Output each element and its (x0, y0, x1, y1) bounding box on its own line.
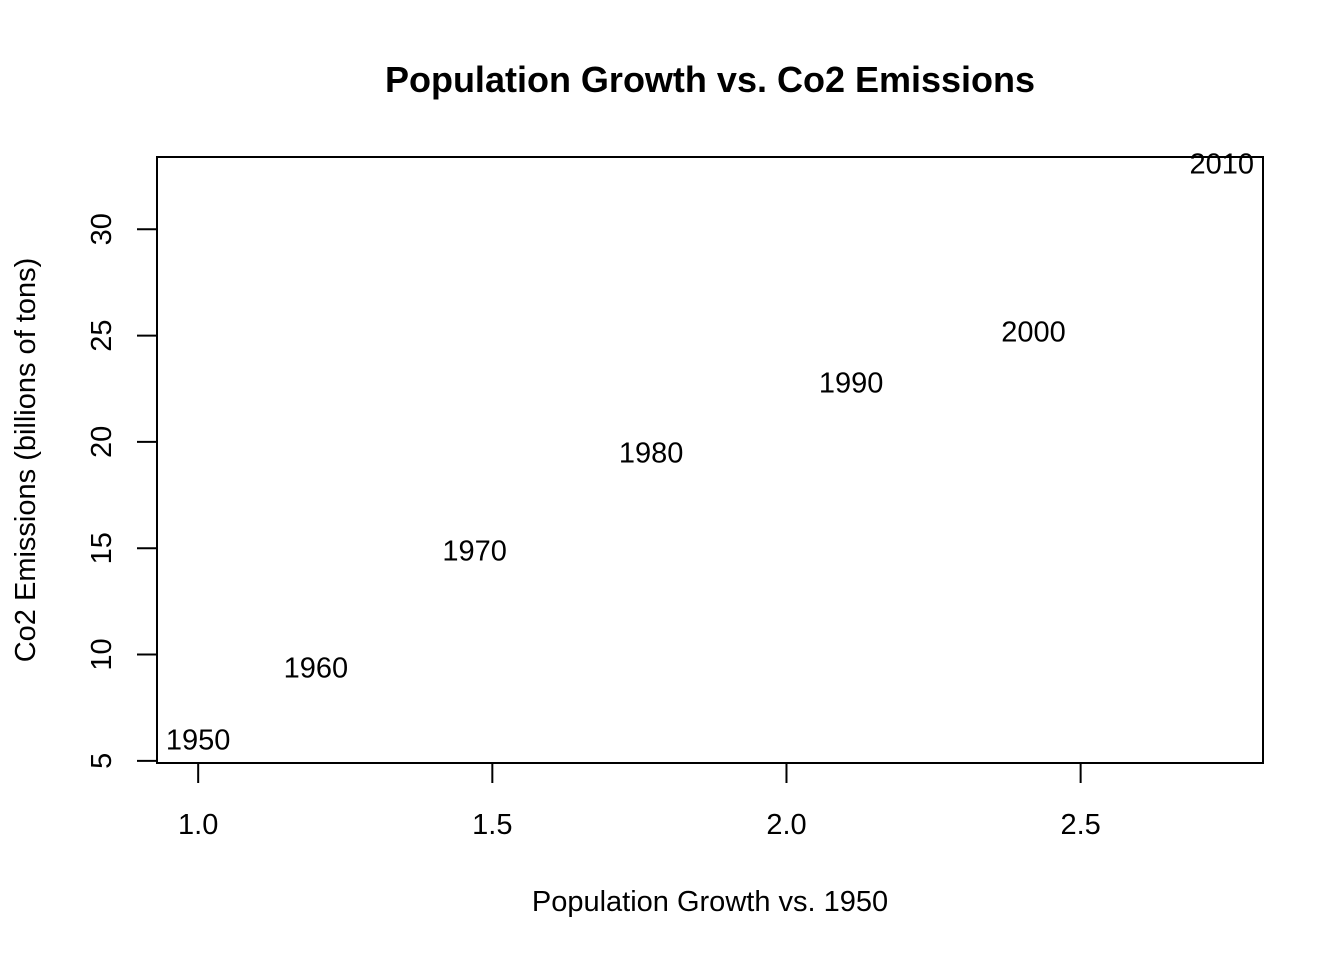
x-tick-label: 1.5 (472, 809, 512, 841)
point-label-1970: 1970 (442, 535, 507, 567)
point-label-1960: 1960 (284, 652, 349, 684)
y-tick-label: 20 (86, 426, 118, 458)
y-tick-label: 15 (86, 532, 118, 564)
y-tick-label: 10 (86, 638, 118, 670)
x-tick-label: 2.5 (1060, 809, 1100, 841)
chart-title: Population Growth vs. Co2 Emissions (385, 59, 1035, 100)
y-axis: 5 10 15 20 25 30 (86, 213, 158, 769)
point-label-2000: 2000 (1001, 316, 1066, 348)
y-tick-label: 25 (86, 319, 118, 351)
x-tick-label: 1.0 (178, 809, 218, 841)
point-label-1980: 1980 (619, 438, 684, 470)
y-tick-label: 30 (86, 213, 118, 245)
x-axis: 1.0 1.5 2.0 2.5 (178, 762, 1101, 841)
y-axis-label: Co2 Emissions (billions of tons) (10, 258, 42, 663)
point-label-1950: 1950 (166, 725, 231, 757)
y-tick-label: 5 (86, 753, 118, 769)
x-tick-label: 2.0 (766, 809, 806, 841)
x-axis-label: Population Growth vs. 1950 (532, 886, 888, 918)
point-label-1990: 1990 (819, 367, 884, 399)
data-points: 1950 1960 1970 1980 1990 2000 2010 (166, 148, 1254, 756)
point-label-2010: 2010 (1190, 148, 1255, 180)
